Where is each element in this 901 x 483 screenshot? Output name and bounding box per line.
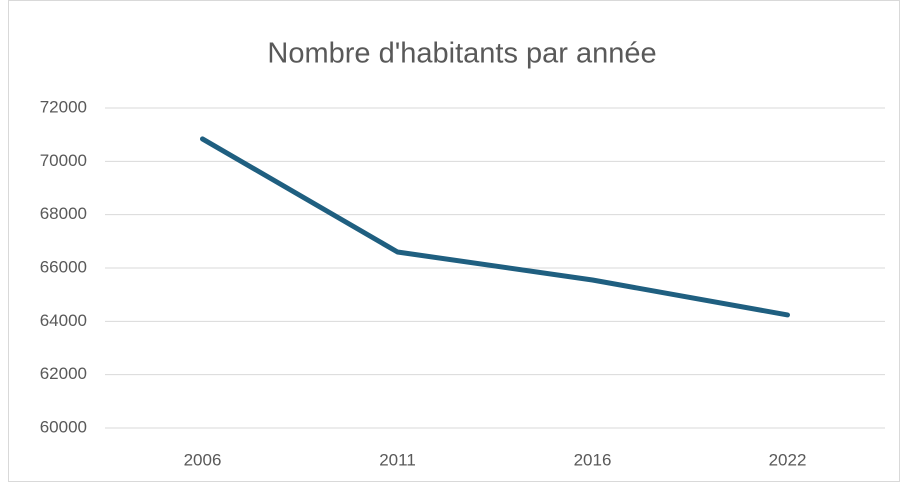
y-tick-label: 62000 [40,364,87,383]
y-tick-label: 64000 [40,311,87,330]
y-tick-label: 70000 [40,151,87,170]
x-tick-label: 2006 [184,450,222,469]
chart-border [8,0,900,482]
x-tick-label: 2016 [574,450,612,469]
x-tick-label: 2022 [769,450,807,469]
y-tick-label: 66000 [40,257,87,276]
y-tick-label: 72000 [40,97,87,116]
y-tick-label: 68000 [40,204,87,223]
x-tick-label: 2011 [379,450,416,469]
data-line [200,136,790,318]
chart-title: Nombre d'habitants par année [267,38,656,70]
y-tick-label: 60000 [40,417,87,436]
